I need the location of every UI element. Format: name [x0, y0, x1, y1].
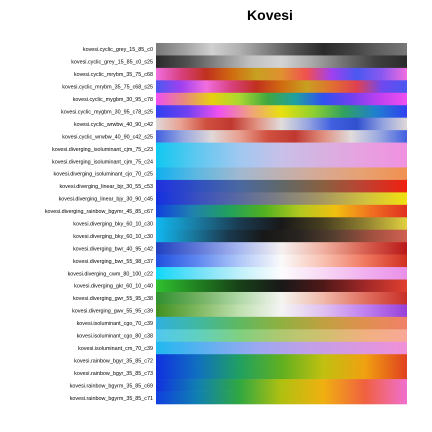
colormap-label: kovesi.cyclic_grey_15_85_c0_s25: [71, 60, 153, 66]
colormap-bar: [156, 105, 407, 118]
colormap-label: kovesi.diverging_gwv_55_95_c39: [72, 309, 153, 315]
colormap-label: kovesi.isoluminant_cgo_70_c39: [77, 321, 153, 327]
colormap-bar: [156, 291, 407, 305]
colormap-label: kovesi.diverging_bwr_40_95_c42: [73, 246, 153, 252]
colormap-label: kovesi.cyclic_mrybm_35_75_c68: [74, 72, 153, 78]
colormap-bar: [156, 80, 407, 94]
colormap-bar: [156, 130, 407, 143]
colormap-bar: [156, 67, 407, 81]
colormap-label: kovesi.diverging_isoluminant_cjm_75_c24: [52, 159, 153, 165]
colormap-bar: [156, 354, 407, 367]
colormap-bar: [156, 366, 407, 380]
colormap-bar: [156, 192, 407, 206]
colormap-bar: [156, 267, 407, 280]
colormap-label: kovesi.rainbow_bgyr_35_85_c73: [74, 371, 153, 377]
colormap-label: kovesi.cyclic_mygbm_30_95_c78_s25: [61, 109, 153, 115]
colormap-bar: [156, 279, 407, 293]
colormap-bar: [156, 43, 407, 56]
colormap-label: kovesi.diverging_rainbow_bgymr_45_85_c67: [45, 209, 153, 215]
colormap-label: kovesi.cyclic_wrwbw_40_90_c42_s25: [62, 134, 153, 140]
colormap-label: kovesi.diverging_bky_60_10_c30: [73, 222, 153, 228]
colormap-label: kovesi.cyclic_wrwbw_40_90_c42: [74, 122, 153, 128]
colormap-bar: [156, 179, 407, 193]
colormap-bar: [156, 155, 407, 168]
colormap-bar: [156, 242, 407, 255]
colormap-label: kovesi.diverging_gwr_55_95_c38: [73, 296, 153, 302]
colormap-bar: [156, 329, 407, 343]
colormap-bar: [156, 167, 407, 181]
colormap-bar: [156, 379, 407, 392]
colormap-bar: [156, 391, 407, 405]
colormap-bar: [156, 316, 407, 330]
colormap-bar: [156, 142, 407, 156]
colormap-bar: [156, 229, 407, 243]
colormap-label: kovesi.cyclic_grey_15_85_c0: [83, 47, 153, 53]
colormap-bar: [156, 92, 407, 106]
colormap-bar: [156, 254, 407, 268]
colormap-bar: [156, 117, 407, 131]
colormap-label: kovesi.diverging_isoluminant_cjm_75_c23: [52, 147, 153, 153]
colormap-rows: kovesi.cyclic_grey_15_85_c0 kovesi.cyclic…: [45, 43, 407, 405]
colormap-label: kovesi.diverging_linear_bjy_30_90_c45: [59, 197, 153, 203]
colormap-bar: [156, 204, 407, 218]
chart-title: Kovesi: [247, 7, 293, 23]
colormap-label: kovesi.isoluminant_cgo_80_c38: [77, 334, 153, 340]
colormap-label: kovesi.rainbow_bgyrm_35_85_c71: [70, 396, 153, 402]
colormap-label: kovesi.diverging_isoluminant_cjo_70_c25: [54, 172, 154, 178]
colormap-bar: [156, 217, 407, 231]
colormap-label: kovesi.isoluminant_cm_70_c39: [78, 346, 153, 352]
colormap-label: kovesi.cyclic_mrybm_35_75_c68_s25: [62, 85, 153, 91]
colormap-label: kovesi.cyclic_mygbm_30_95_c78: [73, 97, 153, 103]
colormap-label: kovesi.rainbow_bgyrm_35_85_c69: [70, 383, 153, 389]
colormap-label: kovesi.diverging_cwm_80_100_c22: [68, 271, 153, 277]
colormap-label: kovesi.diverging_linear_bjr_30_55_c53: [59, 184, 153, 190]
colormap-bar: [156, 304, 407, 318]
colormap-label: kovesi.rainbow_bgyr_35_85_c72: [74, 358, 153, 364]
colormap-bar: [156, 341, 407, 355]
colormap-label: kovesi.diverging_bky_60_10_c30: [73, 234, 153, 240]
colormap-label: kovesi.diverging_gkr_60_10_c40: [74, 284, 153, 290]
colormap-bar: [156, 55, 407, 69]
colormap-label: kovesi.diverging_bwr_55_98_c37: [73, 259, 153, 265]
